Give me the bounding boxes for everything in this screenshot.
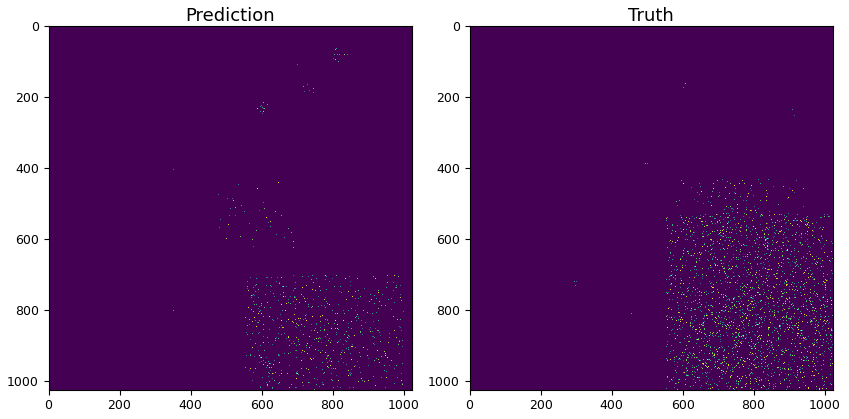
Title: Truth: Truth [628, 7, 674, 25]
Title: Prediction: Prediction [186, 7, 275, 25]
